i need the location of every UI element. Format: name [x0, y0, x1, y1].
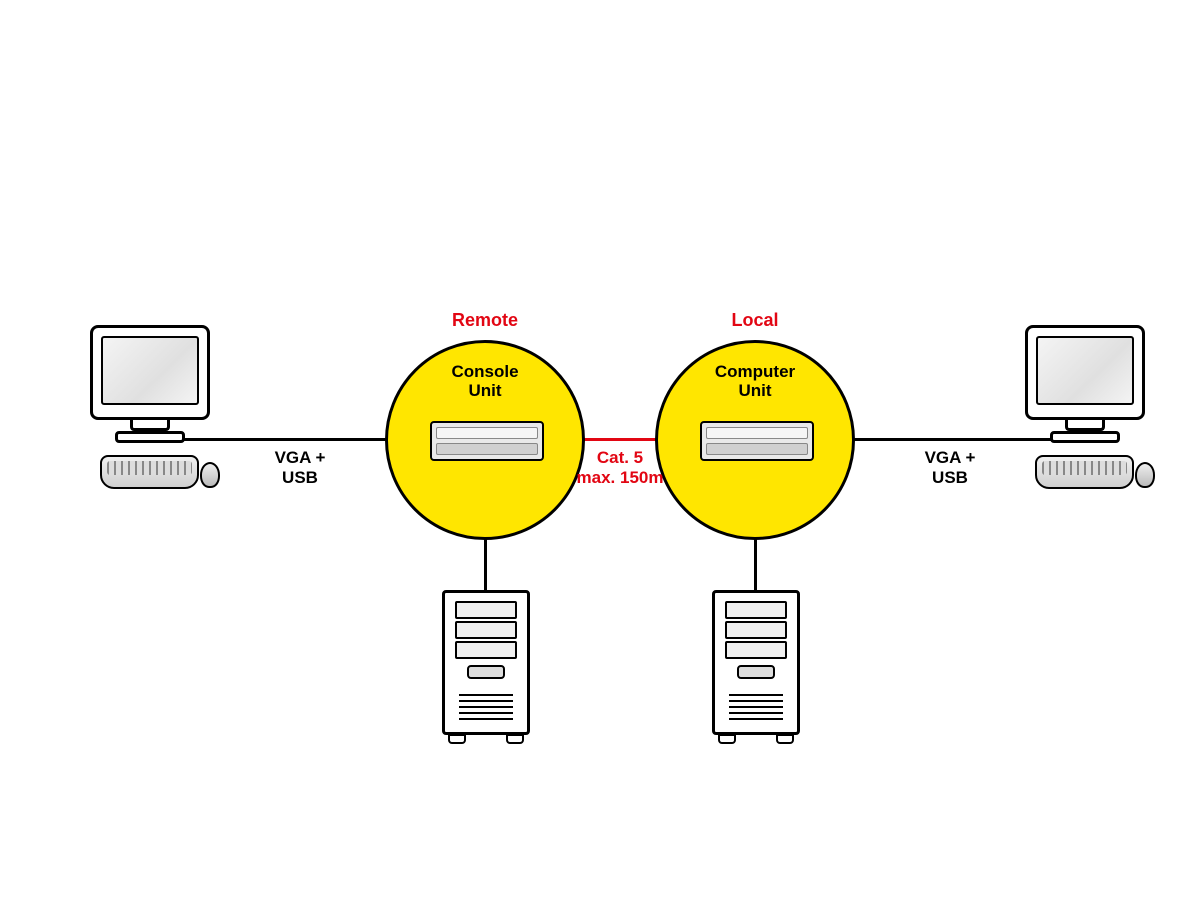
tower-local	[712, 590, 800, 741]
line-middle	[575, 438, 665, 441]
title-remote: Remote	[420, 310, 550, 331]
node-remote-line2: Unit	[388, 382, 582, 401]
kvm-extender-diagram: Console Unit Remote Computer Unit Local …	[120, 270, 1080, 670]
label-middle-connection: Cat. 5 max. 150m	[570, 448, 670, 487]
node-local: Computer Unit	[655, 340, 855, 540]
node-remote: Console Unit	[385, 340, 585, 540]
device-console-unit	[430, 421, 544, 461]
keyboard-local	[1035, 455, 1130, 489]
monitor-remote	[90, 325, 210, 443]
node-local-line2: Unit	[658, 382, 852, 401]
node-local-label: Computer Unit	[658, 363, 852, 400]
monitor-local	[1025, 325, 1145, 443]
keyboard-remote	[100, 455, 195, 489]
tower-remote	[442, 590, 530, 741]
device-computer-unit	[700, 421, 814, 461]
label-right-line2: USB	[890, 468, 1010, 488]
node-local-line1: Computer	[658, 363, 852, 382]
node-remote-line1: Console	[388, 363, 582, 382]
label-right-connection: VGA + USB	[890, 448, 1010, 487]
label-right-line1: VGA +	[890, 448, 1010, 468]
label-left-connection: VGA + USB	[240, 448, 360, 487]
label-mid-line1: Cat. 5	[570, 448, 670, 468]
label-mid-line2: max. 150m	[570, 468, 670, 488]
label-left-line2: USB	[240, 468, 360, 488]
node-remote-label: Console Unit	[388, 363, 582, 400]
mouse-remote	[200, 462, 220, 488]
mouse-local	[1135, 462, 1155, 488]
title-local: Local	[700, 310, 810, 331]
label-left-line1: VGA +	[240, 448, 360, 468]
